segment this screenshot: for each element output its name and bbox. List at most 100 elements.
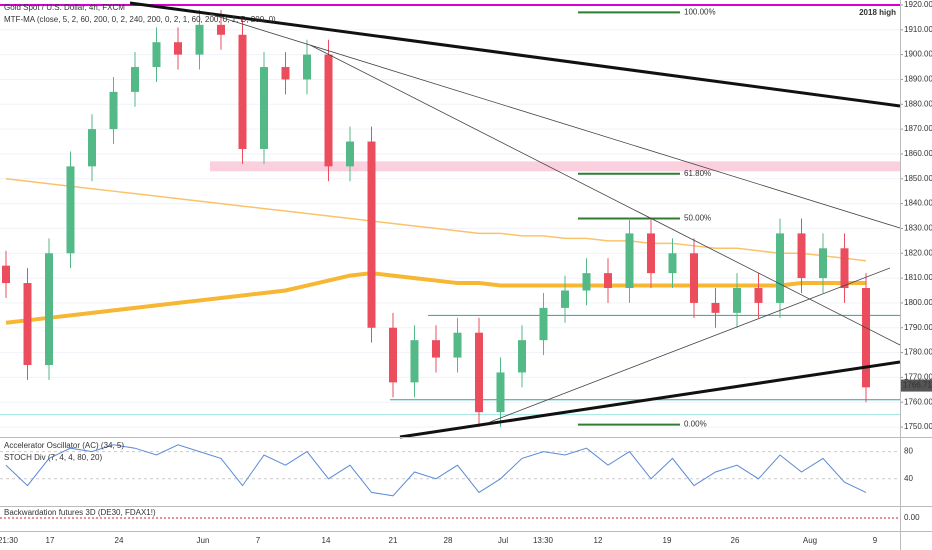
y-tick-label: 1820.00 — [904, 248, 932, 257]
candle-body — [303, 54, 311, 80]
x-tick-label: 13:30 — [533, 536, 554, 545]
y-tick-label: 1770.00 — [904, 373, 932, 382]
candle-body — [518, 340, 526, 373]
indicator-label: STOCH Div (7, 4, 4, 80, 20) — [4, 453, 102, 462]
candle-body — [389, 327, 397, 383]
trend-line — [309, 44, 901, 346]
x-tick-label: 9 — [873, 536, 878, 545]
y-tick-label: 80 — [904, 447, 913, 456]
high-label: 2018 high — [859, 8, 896, 17]
candle-body — [840, 248, 849, 289]
y-tick-label: 1900.00 — [904, 50, 932, 59]
candle-body — [668, 253, 677, 274]
x-tick-label: 24 — [115, 536, 124, 545]
candle-body — [66, 166, 75, 254]
candle-body — [238, 34, 247, 149]
stoch-line — [5, 444, 867, 497]
y-tick-label: 1880.00 — [904, 99, 932, 108]
trend-line — [209, 13, 901, 229]
fib-label: 100.00% — [684, 8, 716, 17]
x-tick-label: 12 — [594, 536, 603, 545]
candle-body — [23, 283, 32, 365]
y-tick-label: 1840.00 — [904, 199, 932, 208]
indicator-label: Accelerator Oscillator (AC) (34, 5) — [4, 441, 124, 450]
y-tick-label: 1780.00 — [904, 348, 932, 357]
x-tick-label: 14 — [322, 536, 331, 545]
candle-body — [647, 233, 655, 274]
moving-average — [5, 178, 867, 262]
candle-body — [754, 288, 763, 303]
candle-body — [690, 253, 698, 303]
candle-body — [131, 67, 139, 92]
candle-body — [281, 67, 290, 80]
indicator-label: Backwardation futures 3D (DE30, FDAX1!) — [4, 508, 156, 517]
x-tick-label: 17 — [46, 536, 55, 545]
x-tick-label: 26 — [731, 536, 740, 545]
candle-body — [711, 302, 720, 313]
candle-body — [776, 233, 784, 303]
candle-body — [346, 141, 354, 167]
candle-body — [797, 233, 806, 279]
y-tick-label: 1850.00 — [904, 174, 932, 183]
candle-body — [432, 340, 440, 358]
candle-body — [152, 42, 161, 68]
candle-body — [195, 24, 204, 55]
last-price-box — [901, 379, 932, 392]
chart-title: Gold Spot / U.S. Dollar, 4h, FXCM — [4, 3, 125, 12]
y-tick-label: 1810.00 — [904, 273, 932, 282]
x-tick-label: 19 — [663, 536, 672, 545]
candle-body — [217, 24, 225, 35]
y-tick-label: 1860.00 — [904, 149, 932, 158]
y-tick-label: 1830.00 — [904, 224, 932, 233]
candle-body — [733, 288, 741, 313]
y-tick-label: 1920.00 — [904, 0, 932, 9]
trend-line — [489, 267, 891, 423]
x-tick-label: 21 — [389, 536, 398, 545]
y-tick-label: 0.00 — [904, 513, 920, 522]
fib-label: 61.80% — [684, 169, 711, 178]
y-tick-label: 1870.00 — [904, 124, 932, 133]
x-tick-label: 21:30 — [0, 536, 19, 545]
candle-body — [324, 54, 333, 167]
candle-body — [561, 290, 569, 308]
candle-body — [625, 233, 634, 289]
y-tick-label: 1800.00 — [904, 298, 932, 307]
candle-body — [45, 253, 53, 365]
candle-body — [410, 340, 419, 383]
x-tick-label: Jul — [498, 536, 508, 545]
candle-body — [862, 288, 870, 388]
chart-subtitle: MTF-MA (close, 5, 2, 60, 200, 0, 2, 240,… — [4, 15, 276, 24]
last-price-label: 1766.71 — [903, 381, 932, 390]
x-tick-label: 7 — [256, 536, 261, 545]
y-tick-label: 40 — [904, 474, 913, 483]
candle-body — [174, 42, 182, 55]
x-tick-label: 28 — [444, 536, 453, 545]
moving-average — [5, 271, 866, 325]
candle-body — [604, 273, 612, 289]
candle-body — [496, 372, 505, 413]
candle-body — [88, 129, 96, 167]
y-tick-label: 1760.00 — [904, 397, 932, 406]
candle-body — [2, 265, 10, 284]
trend-line — [129, 1, 901, 108]
fib-label: 0.00% — [684, 420, 707, 429]
y-tick-label: 1790.00 — [904, 323, 932, 332]
zone — [210, 161, 900, 172]
candle-body — [109, 91, 118, 130]
x-tick-label: Jun — [197, 536, 210, 545]
candle-body — [453, 332, 462, 358]
candle-body — [582, 273, 591, 291]
candle-body — [475, 332, 483, 413]
fib-label: 50.00% — [684, 214, 711, 223]
y-tick-label: 1750.00 — [904, 422, 932, 431]
candle-body — [367, 141, 376, 328]
candle-body — [539, 307, 548, 341]
y-tick-label: 1910.00 — [904, 25, 932, 34]
x-tick-label: Aug — [803, 536, 817, 545]
y-tick-label: 1890.00 — [904, 75, 932, 84]
trend-line — [399, 360, 901, 439]
candle-body — [819, 248, 827, 279]
